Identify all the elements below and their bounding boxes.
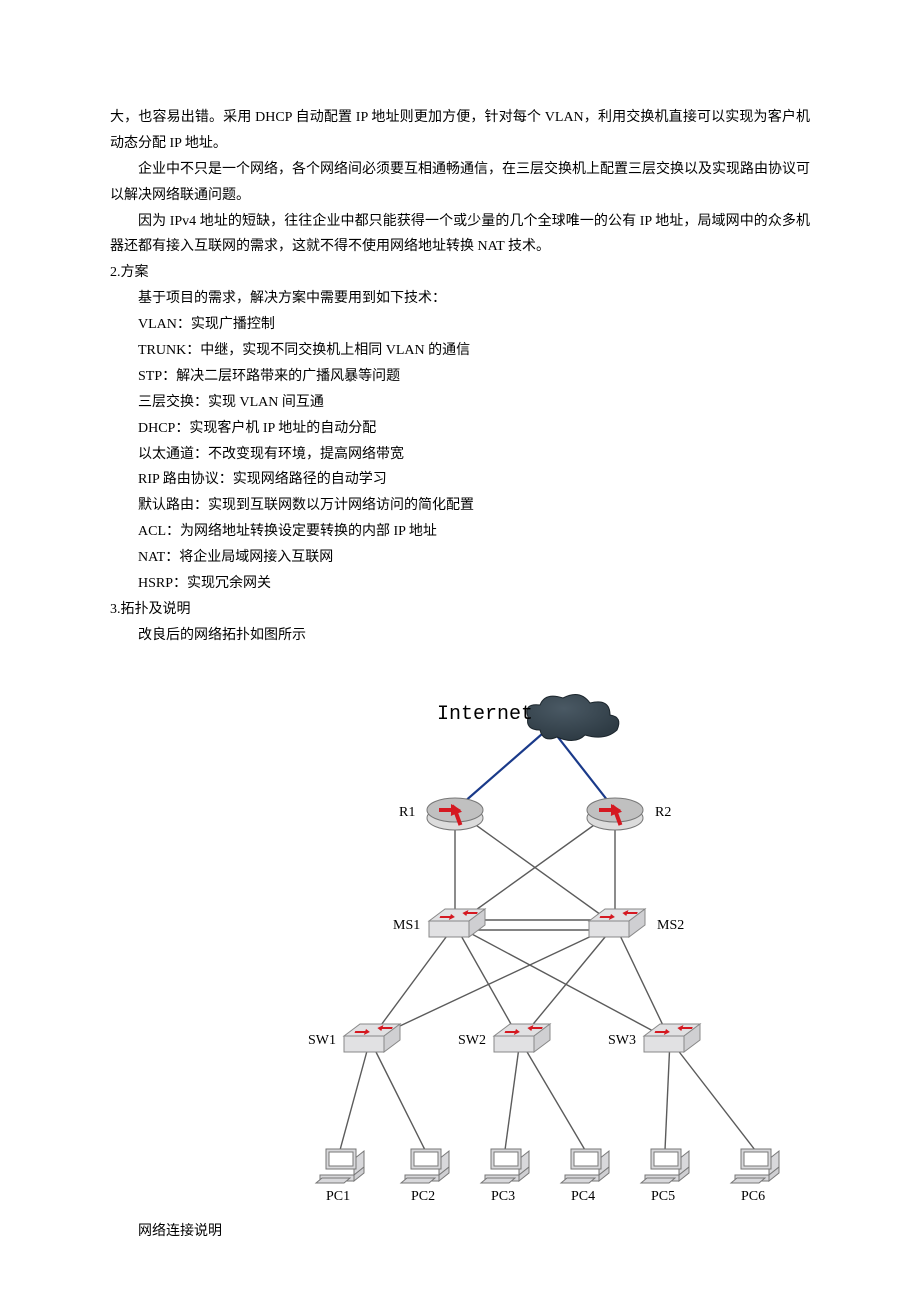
tech-item: VLAN：实现广播控制: [110, 312, 810, 338]
pc-icon: PC3: [481, 1149, 529, 1204]
section2-lead: 基于项目的需求，解决方案中需要用到如下技术：: [110, 286, 810, 312]
tech-item: 默认路由：实现到互联网数以万计网络访问的简化配置: [110, 493, 810, 519]
tech-item: HSRP：实现冗余网关: [110, 571, 810, 597]
tech-item: 三层交换：实现 VLAN 间互通: [110, 390, 810, 416]
intro-p3: 因为 IPv4 地址的短缺，往往企业中都只能获得一个或少量的几个全球唯一的公有 …: [110, 209, 810, 261]
tech-item: RIP 路由协议：实现网络路径的自动学习: [110, 467, 810, 493]
device-label: MS1: [393, 918, 420, 933]
tech-item: 以太通道：不改变现有环境，提高网络带宽: [110, 442, 810, 468]
device-label: SW3: [608, 1033, 636, 1048]
switch-icon: SW2: [458, 1024, 550, 1052]
internet-cloud-icon: Internet: [437, 694, 619, 740]
device-label: R2: [655, 805, 671, 820]
intro-p1: 大，也容易出错。采用 DHCP 自动配置 IP 地址则更加方便，针对每个 VLA…: [110, 105, 810, 157]
section3-footer: 网络连接说明: [110, 1219, 810, 1245]
router-icon: R1: [399, 798, 483, 830]
tech-item: STP：解决二层环路带来的广播风暴等问题: [110, 364, 810, 390]
device-label: SW2: [458, 1033, 486, 1048]
device-label: PC5: [651, 1189, 675, 1204]
switch-icon: MS2: [589, 909, 684, 937]
device-label: R1: [399, 805, 415, 820]
intro-p2: 企业中不只是一个网络，各个网络间必须要互相通畅通信，在三层交换机上配置三层交换以…: [110, 157, 810, 209]
section3-lead: 改良后的网络拓扑如图所示: [110, 623, 810, 649]
device-label: PC3: [491, 1189, 515, 1204]
device-label: PC2: [411, 1189, 435, 1204]
page: 大，也容易出错。采用 DHCP 自动配置 IP 地址则更加方便，针对每个 VLA…: [0, 0, 920, 1305]
internet-label: Internet: [437, 703, 533, 726]
network-topology-diagram: Internet R1 R2 MS1 MS2 SW1 SW2 SW3 PC1 PC2 PC3 PC4 P…: [110, 655, 810, 1215]
tech-list: VLAN：实现广播控制TRUNK：中继，实现不同交换机上相同 VLAN 的通信S…: [110, 312, 810, 597]
tech-item: TRUNK：中继，实现不同交换机上相同 VLAN 的通信: [110, 338, 810, 364]
device-label: PC6: [741, 1189, 765, 1204]
device-label: PC1: [326, 1189, 350, 1204]
pc-icon: PC2: [401, 1149, 449, 1204]
device-label: SW1: [308, 1033, 336, 1048]
tech-item: NAT：将企业局域网接入互联网: [110, 545, 810, 571]
pc-icon: PC5: [641, 1149, 689, 1204]
switch-icon: MS1: [393, 909, 485, 937]
switch-icon: SW3: [608, 1024, 700, 1052]
section3-heading: 3.拓扑及说明: [110, 597, 810, 623]
pc-icon: PC4: [561, 1149, 609, 1204]
router-icon: R2: [587, 798, 671, 830]
pc-icon: PC1: [316, 1149, 364, 1204]
switch-icon: SW1: [308, 1024, 400, 1052]
section2-heading: 2.方案: [110, 260, 810, 286]
device-label: PC4: [571, 1189, 595, 1204]
tech-item: ACL：为网络地址转换设定要转换的内部 IP 地址: [110, 519, 810, 545]
tech-item: DHCP：实现客户机 IP 地址的自动分配: [110, 416, 810, 442]
device-label: MS2: [657, 918, 684, 933]
pc-icon: PC6: [731, 1149, 779, 1204]
